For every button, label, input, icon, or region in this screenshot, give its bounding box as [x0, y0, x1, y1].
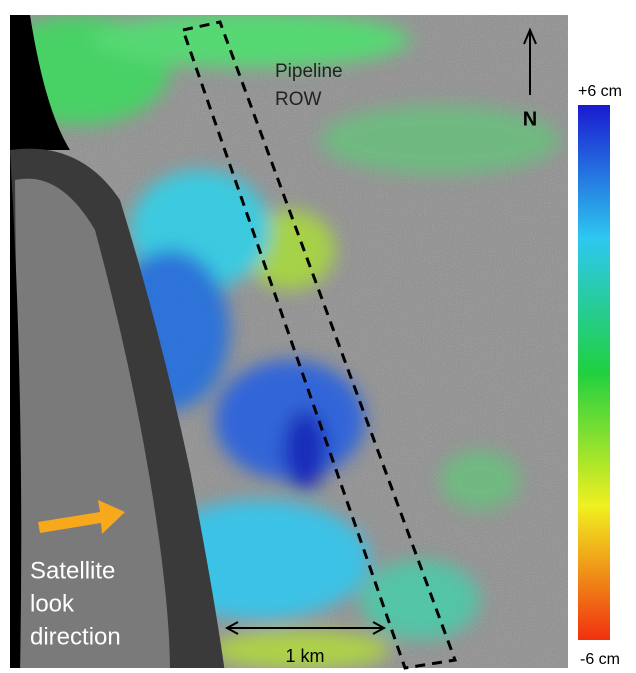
colorbar — [578, 105, 610, 640]
look-label: direction — [30, 623, 121, 650]
pipeline-label: ROW — [275, 89, 322, 110]
map-figure: Pipeline ROW N +6 cm -6 cm Satellite loo… — [0, 0, 636, 673]
pipeline-label: Pipeline — [275, 61, 343, 82]
look-label: Satellite — [30, 557, 115, 584]
north-label: N — [523, 108, 537, 130]
look-label: look — [30, 590, 75, 617]
scale-label: 1 km — [285, 646, 324, 666]
colorbar-top-label: +6 cm — [578, 83, 622, 100]
colorbar-bottom-label: -6 cm — [580, 651, 620, 668]
